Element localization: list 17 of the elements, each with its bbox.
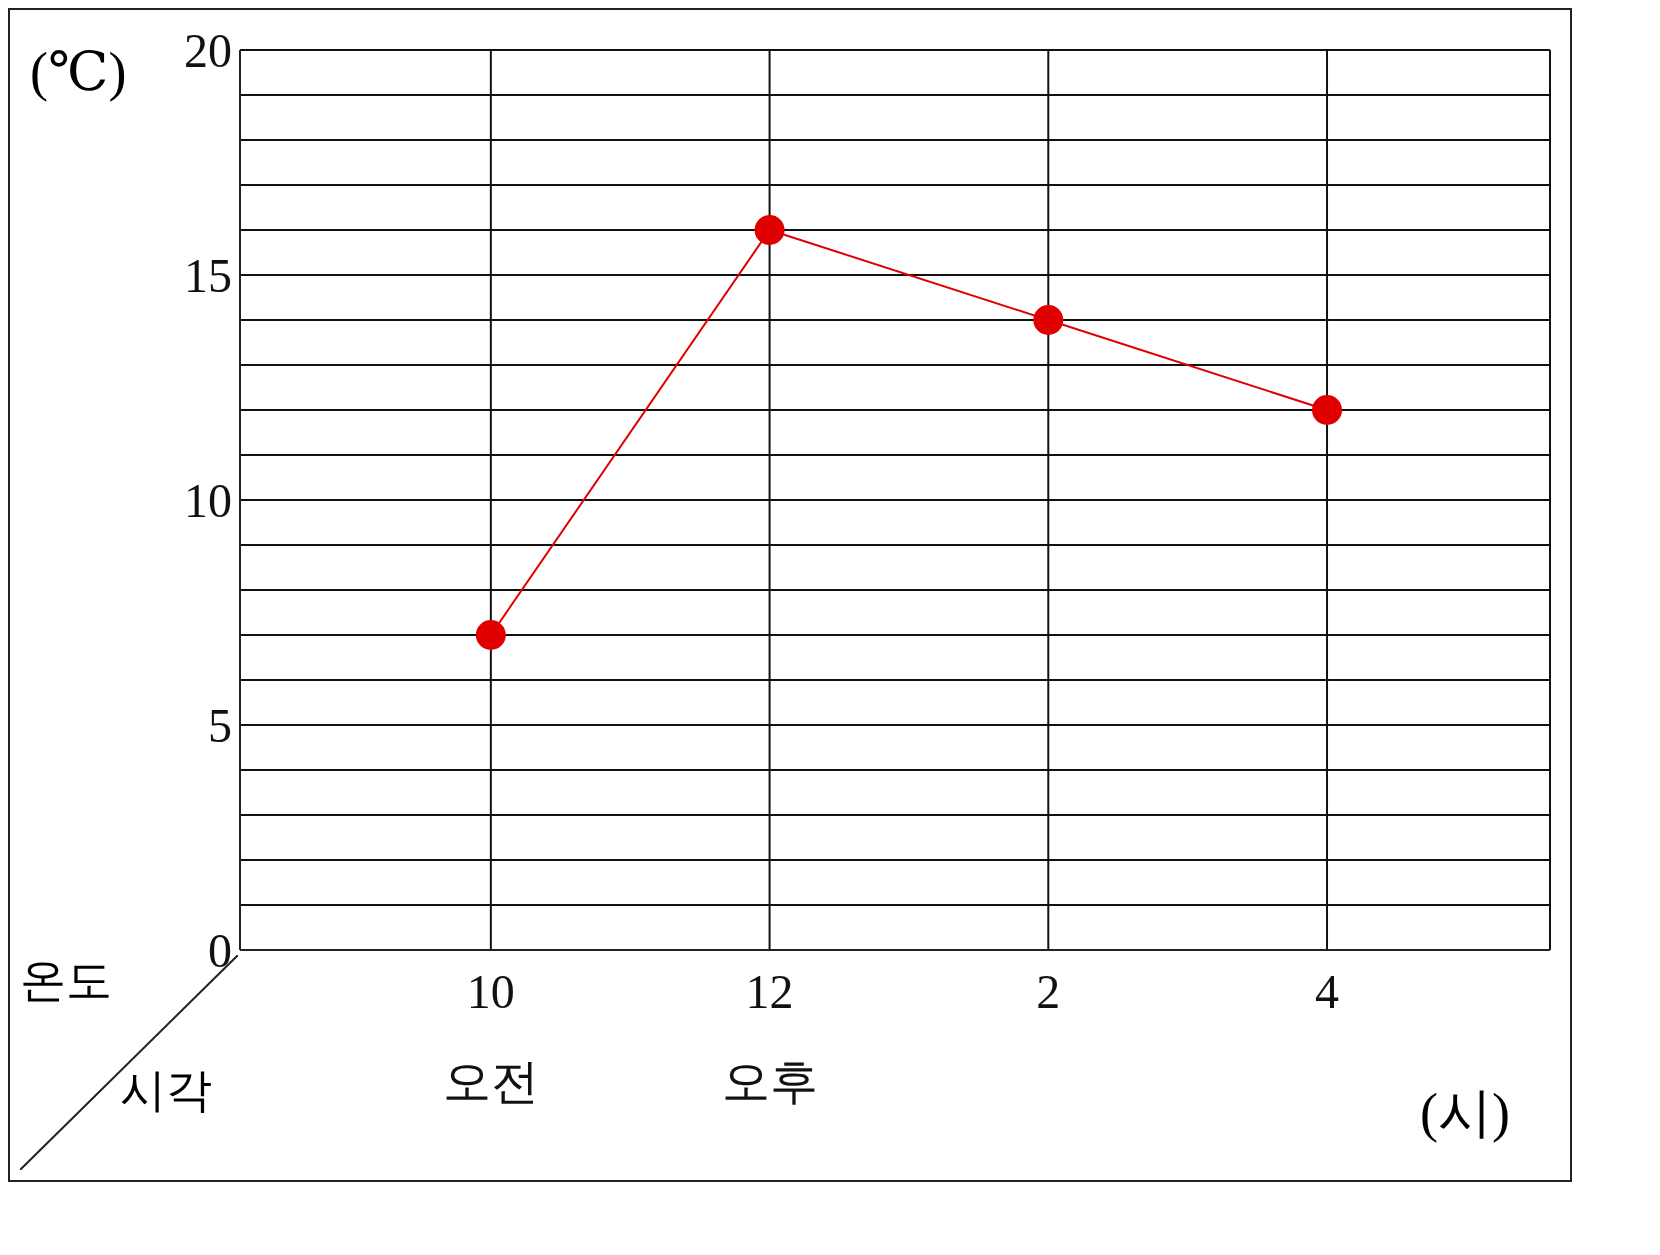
y-tick-label: 20 (184, 24, 232, 78)
text: 온도 (20, 952, 112, 1009)
y-tick-label: 5 (208, 699, 232, 753)
point (475, 620, 506, 650)
x-tick-label: 12 오후 (721, 965, 818, 1108)
point (1033, 305, 1064, 335)
x-axis-title: (시) (1420, 1082, 1510, 1145)
y-axis-title: (℃) (30, 41, 127, 103)
point (754, 215, 785, 245)
y-tick-label: 10 (184, 474, 232, 528)
x-tick-label: 2 (1036, 965, 1061, 1018)
text: 시각 (120, 1062, 212, 1119)
x-tick-label: 4 (1315, 965, 1340, 1018)
x-tick-label: 10 오전 (442, 965, 539, 1108)
y-tick-label: 0 (208, 924, 232, 978)
point (1312, 395, 1343, 425)
y-tick-label: 15 (184, 249, 232, 303)
